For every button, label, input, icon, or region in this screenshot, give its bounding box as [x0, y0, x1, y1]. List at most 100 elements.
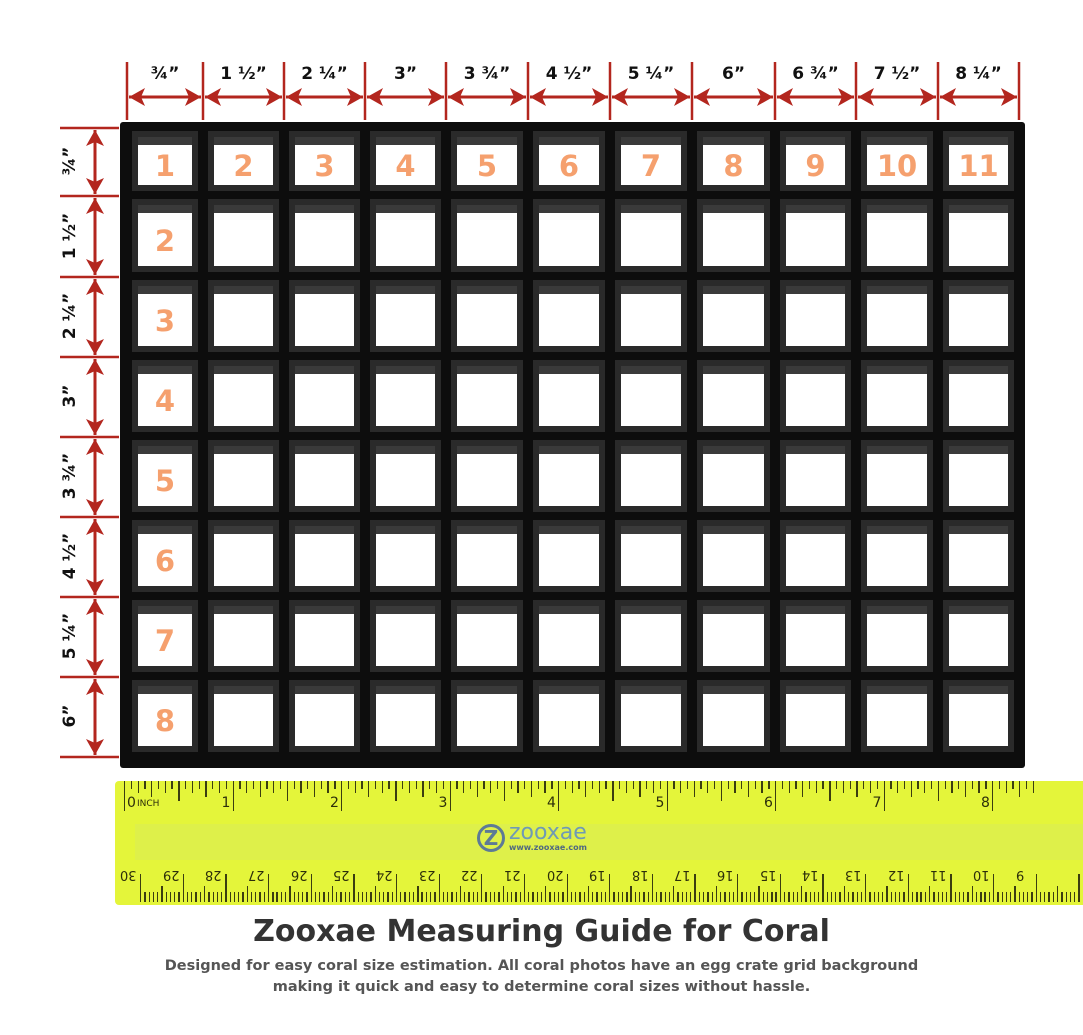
grid-cell — [208, 440, 279, 512]
inch-tick — [924, 781, 926, 793]
inch-tick — [632, 781, 634, 789]
inch-tick — [863, 781, 865, 789]
column-width-label: 3 ¾” — [463, 64, 511, 84]
inch-tick — [666, 781, 668, 811]
grid-cell: 4 — [132, 360, 198, 432]
grid-cell — [615, 600, 687, 672]
inch-tick — [252, 781, 255, 789]
arrowhead-right — [1001, 88, 1017, 106]
cell-number: 8 — [154, 704, 176, 738]
inch-tick — [897, 781, 899, 793]
arrowhead-right — [428, 88, 444, 106]
inch-tick — [212, 781, 214, 789]
cm-tick — [459, 886, 462, 902]
grid-cell: 1 — [132, 131, 198, 191]
cell-number: 8 — [723, 149, 744, 183]
cm-tick — [963, 892, 965, 902]
grid-cell — [943, 199, 1014, 272]
cm-tick — [285, 892, 287, 902]
arrowhead-down — [86, 739, 104, 755]
grid-cell: 10 — [861, 131, 933, 191]
cm-tick — [779, 874, 782, 902]
inch-tick — [307, 781, 309, 789]
cm-tick — [694, 874, 696, 902]
inch-tick — [802, 781, 804, 797]
grid-cell — [208, 280, 279, 352]
grid-cell — [289, 600, 360, 672]
inch-tick — [693, 781, 695, 797]
arrowhead-left — [448, 88, 464, 106]
cm-tick — [941, 892, 944, 902]
inch-tick — [700, 781, 702, 789]
inch-tick — [151, 781, 153, 797]
cm-label: 24 — [375, 867, 393, 882]
cm-tick — [395, 874, 398, 902]
inch-tick — [327, 781, 329, 793]
inch-tick — [720, 781, 723, 801]
cm-tick — [792, 892, 794, 902]
cm-tick — [967, 892, 969, 902]
inch-tick — [273, 781, 275, 793]
cm-tick — [754, 892, 756, 902]
inch-tick — [591, 781, 594, 789]
grid-cell: 8 — [132, 680, 198, 752]
inch-tick — [917, 781, 919, 789]
cm-tick — [647, 892, 649, 902]
cm-tick — [732, 892, 735, 902]
cm-label: 22 — [461, 867, 478, 882]
cm-tick — [532, 892, 534, 902]
grid-cell — [451, 199, 523, 272]
cm-tick — [511, 892, 513, 902]
cm-tick — [865, 874, 867, 902]
grid-cell: 9 — [780, 131, 851, 191]
arrowhead-up — [86, 599, 104, 615]
cm-tick — [766, 892, 769, 902]
inch-tick — [842, 781, 845, 793]
cm-tick — [711, 892, 713, 902]
inch-label: 4 — [547, 795, 556, 811]
cm-tick — [975, 892, 978, 902]
inch-tick — [469, 781, 472, 789]
cm-tick — [310, 874, 312, 902]
inch-tick — [998, 781, 1001, 789]
grid-cell — [697, 600, 770, 672]
row-height-label: 4 ½” — [60, 532, 80, 580]
cm-tick — [387, 892, 389, 902]
cm-tick — [378, 892, 381, 902]
arrowhead-down — [86, 339, 104, 355]
inch-tick — [320, 781, 322, 789]
cm-tick — [596, 892, 598, 902]
inch-tick — [890, 781, 892, 789]
grid-cell: 2 — [132, 199, 198, 272]
grid-cell — [697, 440, 770, 512]
cm-tick — [169, 892, 172, 902]
inch-tick — [347, 781, 350, 789]
grid-cell — [861, 360, 933, 432]
inch-tick — [754, 781, 756, 789]
cm-tick — [911, 892, 914, 902]
grid-cell — [208, 680, 279, 752]
cm-tick — [609, 874, 611, 902]
cm-tick — [293, 892, 295, 902]
cm-tick — [946, 892, 948, 902]
cm-tick — [523, 874, 526, 902]
inch-tick — [869, 781, 872, 793]
cm-tick — [899, 892, 901, 902]
cm-tick — [937, 892, 939, 902]
inch-tick — [910, 781, 912, 797]
cm-tick — [950, 874, 952, 902]
cm-tick — [174, 892, 176, 902]
grid-cell — [697, 360, 770, 432]
grid-cell: 6 — [533, 131, 605, 191]
grid-cell — [697, 199, 770, 272]
cm-label: 19 — [589, 867, 606, 882]
inch-tick — [768, 781, 770, 789]
grid-cell — [780, 600, 851, 672]
cm-tick — [400, 892, 402, 902]
inch-tick — [964, 781, 967, 797]
cm-tick — [421, 892, 423, 902]
inch-tick — [517, 781, 519, 793]
cm-tick — [297, 892, 300, 902]
cm-tick — [1044, 892, 1046, 902]
inch-tick — [1019, 781, 1021, 797]
